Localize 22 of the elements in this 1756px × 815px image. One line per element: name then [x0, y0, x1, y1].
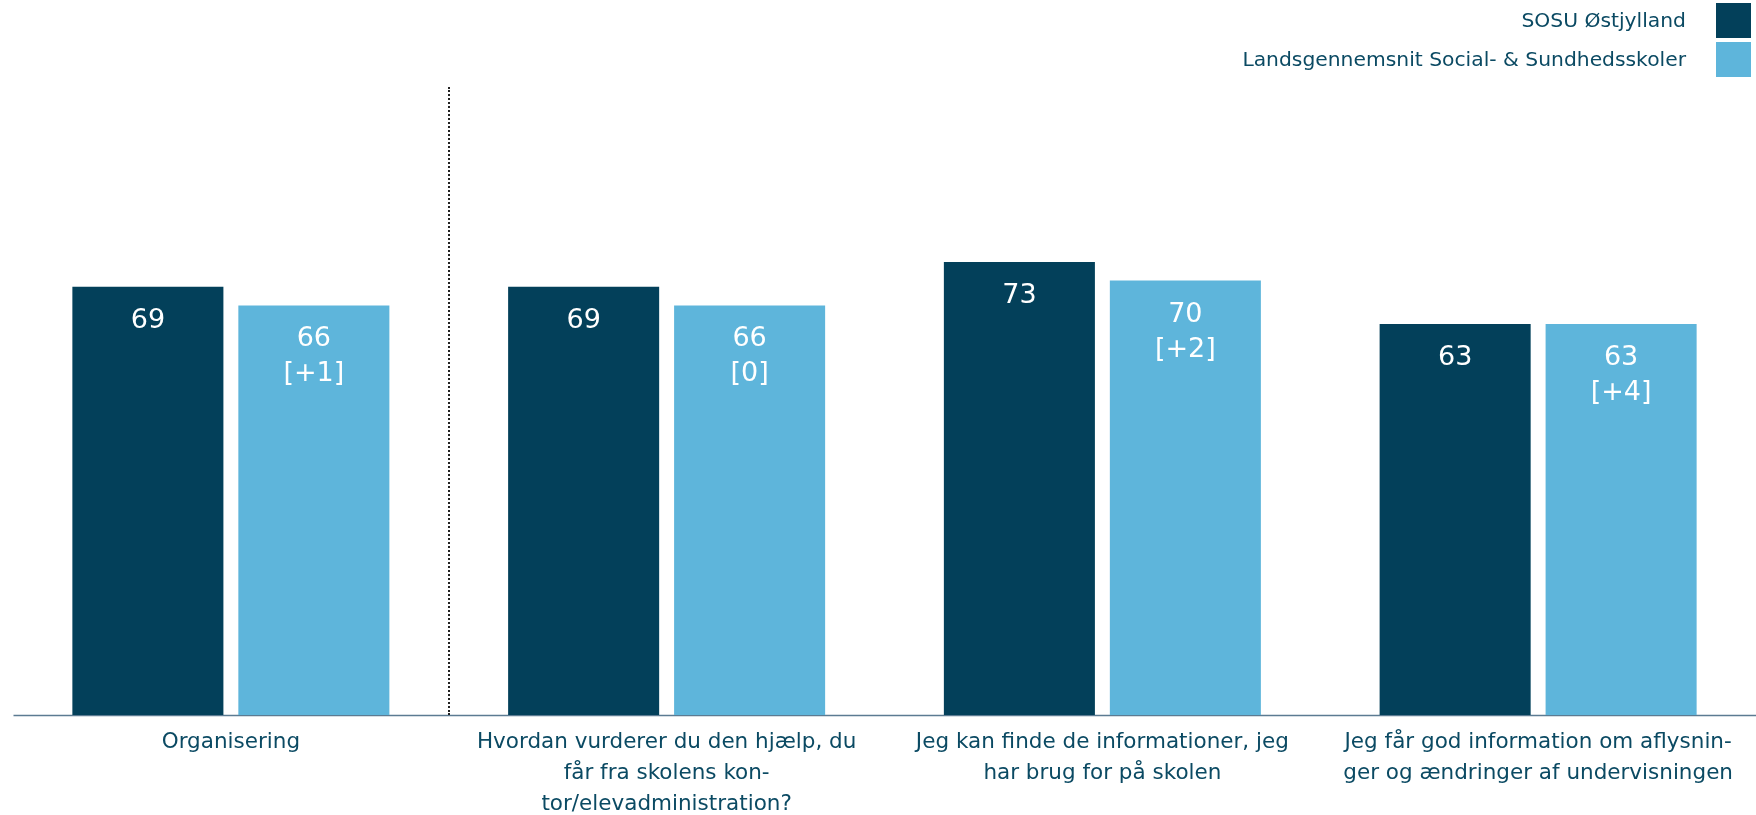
- x-tick-label: Jeg kan finde de informationer, jeg har brug for på skolen: [913, 727, 1289, 784]
- legend-label: SOSU Østjylland: [1521, 7, 1686, 32]
- bar: [674, 305, 826, 715]
- legend-label: Landsgennemsnit Social- & Sundhedsskoler: [1242, 46, 1687, 71]
- data-label: 70 [+2]: [1154, 296, 1216, 363]
- bar: [1109, 280, 1261, 715]
- data-label: 73: [1002, 278, 1037, 309]
- bar: [1545, 324, 1697, 715]
- data-label: 69: [130, 302, 166, 334]
- bar: [508, 286, 660, 715]
- data-label: 63: [1437, 340, 1473, 372]
- data-label: 66 [+1]: [283, 321, 345, 388]
- x-tick-label: Organisering: [161, 727, 301, 753]
- data-label: 69: [566, 302, 601, 334]
- bar: [72, 286, 224, 715]
- bar: [238, 305, 390, 715]
- data-label: 63 [+4]: [1590, 340, 1652, 407]
- x-tick-label: Hvordan vurderer du den hjælp, du får fra skolens kon- tor/elevadministration?: [476, 727, 857, 815]
- bar: [943, 262, 1095, 715]
- bar: [1379, 324, 1531, 715]
- data-label: 66 [0]: [730, 321, 769, 388]
- x-tick-label: Jeg får god information om aflysnin- ger og ændringer af undervisningen: [1342, 727, 1733, 784]
